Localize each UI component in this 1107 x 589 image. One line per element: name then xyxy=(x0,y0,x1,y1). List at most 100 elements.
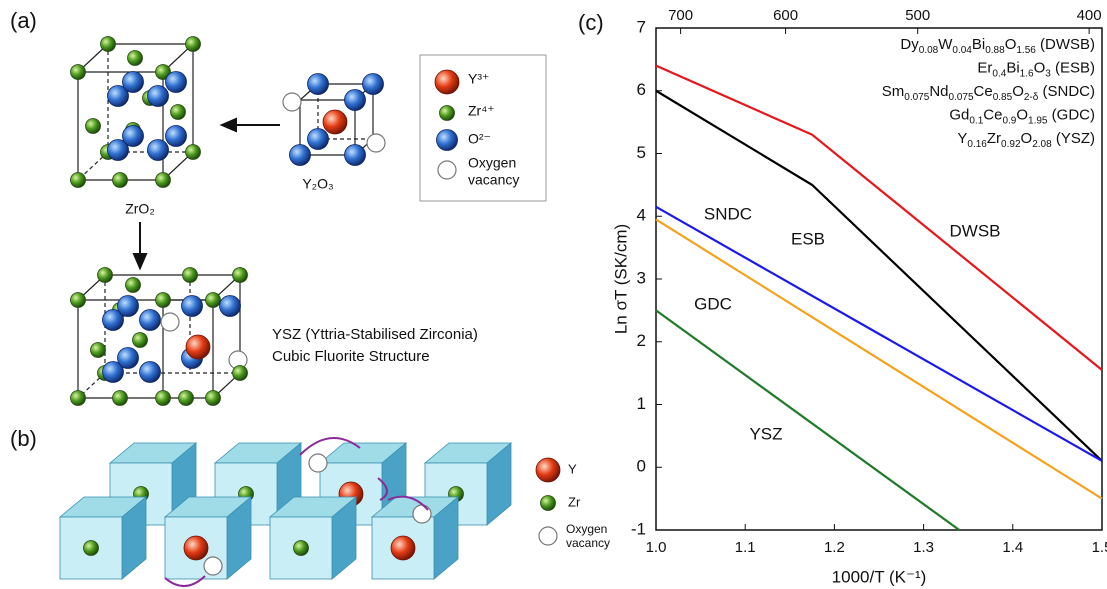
ysz-cube-part xyxy=(139,361,161,383)
ysz-cube-part xyxy=(70,390,86,406)
legend-symbol xyxy=(439,105,455,121)
y2o3-cube-part xyxy=(362,73,384,95)
vacancy xyxy=(308,453,328,473)
zro2-cube-part xyxy=(85,118,101,134)
panel-label: (c) xyxy=(578,10,604,35)
ysz-cube-part xyxy=(155,390,171,406)
lattice-blocks xyxy=(58,437,513,587)
ysz-cube-part xyxy=(232,267,248,283)
ysz-cube-part xyxy=(181,295,203,317)
y-tick-label: 7 xyxy=(637,17,646,36)
diagram-label: Y₂O₃ xyxy=(302,176,333,192)
zro2-cube-part xyxy=(165,125,187,147)
legend-label: O²⁻ xyxy=(468,131,491,147)
subscript: 0.88 xyxy=(985,45,1005,56)
text-part: Zr xyxy=(987,130,1001,147)
subscript: 1.56 xyxy=(1016,45,1036,56)
ysz-cube-part xyxy=(205,390,221,406)
subscript: 0.08 xyxy=(919,45,939,56)
hop-arrow xyxy=(299,437,361,456)
ysz-cube-part xyxy=(117,295,139,317)
text-part: (SNDC) xyxy=(1038,83,1095,100)
series-line xyxy=(655,218,1103,500)
text-part: O xyxy=(1021,130,1033,147)
caption: Cubic Fluorite Structure xyxy=(272,348,430,365)
series-line xyxy=(655,205,1103,462)
x-tick-label: 1.2 xyxy=(824,539,845,556)
text-part: Ce xyxy=(974,83,993,100)
ysz-cube-part xyxy=(112,390,128,406)
legend-label: Y³⁺ xyxy=(468,71,489,87)
x-tick-label: 1.5 xyxy=(1092,539,1107,556)
text-part: (YSZ) xyxy=(1052,130,1095,147)
zro2-cube-part xyxy=(127,50,143,66)
text-part: Sm xyxy=(882,83,905,100)
ysz-cube-part xyxy=(132,332,148,348)
series-line xyxy=(655,309,960,531)
subscript: 0.92 xyxy=(1001,139,1021,150)
text-part: (GDC) xyxy=(1048,106,1096,123)
zro2-cube-part xyxy=(70,172,86,188)
hop-arrow xyxy=(377,477,388,501)
y2o3-cube xyxy=(282,73,386,166)
x2-tick-label: 600 xyxy=(773,7,798,24)
y-axis-title: Ln σT (SK/cm) xyxy=(611,224,630,334)
legend-label: Zr⁴⁺ xyxy=(468,103,495,119)
ysz-cube-part xyxy=(70,292,86,308)
zro2-cube-part xyxy=(70,64,86,80)
legend-text: Er0.4Bi1.6O3 (ESB) xyxy=(977,59,1095,79)
ysz-cube-part xyxy=(232,365,248,381)
subscript: 0.04 xyxy=(952,45,972,56)
arrow xyxy=(132,117,280,271)
text-part: Bi xyxy=(1006,59,1019,76)
legend-label: vacancy xyxy=(566,536,610,550)
text-part: Nd xyxy=(929,83,948,100)
legend-symbol xyxy=(535,457,561,483)
x2-tick-label: 400 xyxy=(1077,7,1102,24)
text-part: O xyxy=(1012,83,1024,100)
text-part: Bi xyxy=(972,36,985,53)
ysz-cube-part xyxy=(97,267,113,283)
ysz-cube-part xyxy=(185,334,211,360)
panel-label: (a) xyxy=(10,8,37,33)
legend-symbol xyxy=(437,160,457,180)
hop-arrow xyxy=(164,575,206,587)
series-line xyxy=(655,89,1103,462)
atom xyxy=(183,535,209,561)
arrow-part xyxy=(219,117,237,133)
y-tick-label: 6 xyxy=(637,80,646,99)
legend-text: Sm0.075Nd0.075Ce0.85O2-δ (SNDC) xyxy=(882,83,1095,103)
subscript: 0.075 xyxy=(904,92,929,103)
text-part: (ESB) xyxy=(1051,59,1095,76)
zro2-cube-part xyxy=(185,36,201,52)
atom xyxy=(390,535,416,561)
hop-arrow xyxy=(387,495,429,511)
legend-symbol xyxy=(538,526,558,546)
y-tick-label: 3 xyxy=(637,268,646,287)
subscript: 3 xyxy=(1045,69,1051,80)
zro2-cube xyxy=(70,36,201,188)
zro2-cube-part xyxy=(147,139,169,161)
ysz-cube-part xyxy=(139,309,161,331)
text-part: Y xyxy=(957,130,967,147)
ysz-cube-part xyxy=(125,277,141,293)
legend-label: Oxygen xyxy=(566,522,607,536)
panel-label: (b) xyxy=(10,426,37,451)
legend-symbol xyxy=(434,69,460,95)
zro2-cube-part xyxy=(122,71,144,93)
x-axis-title: 1000/T (K⁻¹) xyxy=(832,567,927,586)
vacancy xyxy=(412,504,432,524)
legend-text: Gd0.1Ce0.9O1.95 (GDC) xyxy=(949,106,1095,126)
legend-label: Zr xyxy=(568,494,581,509)
text-part: Er xyxy=(977,59,992,76)
ysz-cube-part xyxy=(90,342,106,358)
series-label: ESB xyxy=(791,229,825,248)
legend-text: Dy0.08W0.04Bi0.88O1.56 (DWSB) xyxy=(900,36,1095,56)
diagram-label: ZrO₂ xyxy=(125,201,155,217)
y2o3-cube-part xyxy=(307,128,329,150)
ysz-cube-part xyxy=(117,347,139,369)
ysz-cube-part xyxy=(205,292,221,308)
text-part: Gd xyxy=(949,106,969,123)
y-tick-label: 0 xyxy=(637,457,646,476)
